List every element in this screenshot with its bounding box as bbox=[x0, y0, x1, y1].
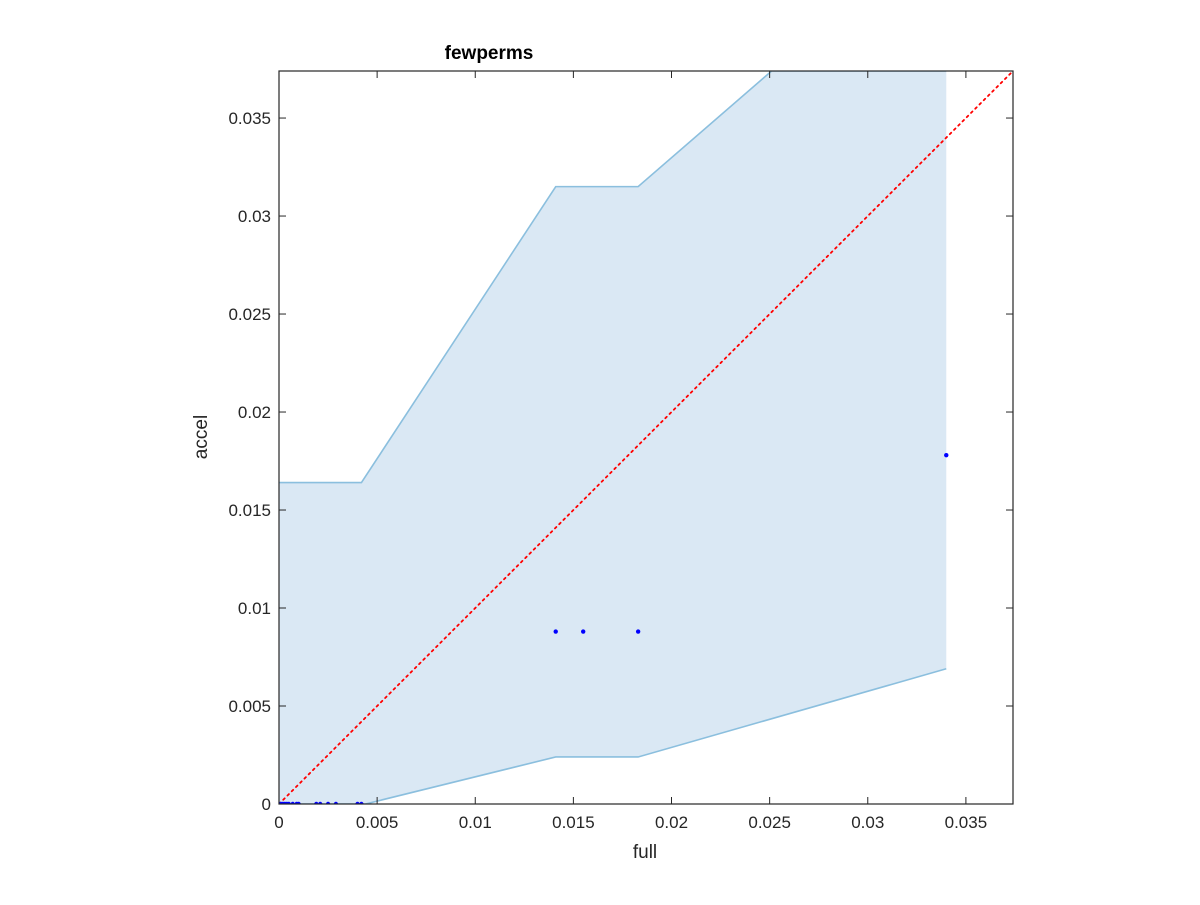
x-tick-label: 0.03 bbox=[851, 813, 884, 832]
x-tick-label: 0.015 bbox=[552, 813, 595, 832]
x-tick-label: 0.02 bbox=[655, 813, 688, 832]
identity-line bbox=[279, 71, 1013, 804]
data-point bbox=[553, 629, 558, 634]
x-tick-label: 0.025 bbox=[748, 813, 791, 832]
y-tick-label: 0.02 bbox=[238, 403, 271, 422]
y-tick-label: 0.015 bbox=[228, 501, 271, 520]
axes: 0 0.005 0.01 0.015 0.02 0.025 0.03 0.035 0 0.005 0… bbox=[228, 70, 1014, 832]
x-tick-label: 0 bbox=[274, 813, 283, 832]
data-point bbox=[580, 629, 586, 634]
data-point bbox=[635, 629, 641, 634]
chart-title: fewperms bbox=[445, 43, 534, 64]
x-tick-label: 0.035 bbox=[945, 813, 988, 832]
band-lower-edge bbox=[279, 667, 947, 804]
y-tick-label: 0.03 bbox=[238, 207, 271, 226]
y-axis-label: accel bbox=[191, 415, 212, 459]
y-tick-label: 0 bbox=[262, 795, 271, 814]
x-axis-label: full bbox=[633, 842, 657, 863]
x-tick-label: 0.005 bbox=[356, 813, 399, 832]
y-tick-label: 0.035 bbox=[228, 109, 271, 128]
x-tick-label: 0.01 bbox=[459, 813, 492, 832]
y-tick-label: 0.01 bbox=[238, 599, 271, 618]
axes-box bbox=[278, 70, 1014, 805]
y-tick-label: 0.025 bbox=[228, 305, 271, 324]
band-upper-edge bbox=[279, 71, 947, 484]
data-point bbox=[944, 452, 949, 458]
plot-area bbox=[279, 71, 1013, 804]
y-tick-label: 0.005 bbox=[228, 697, 271, 716]
confidence-band bbox=[279, 71, 947, 804]
